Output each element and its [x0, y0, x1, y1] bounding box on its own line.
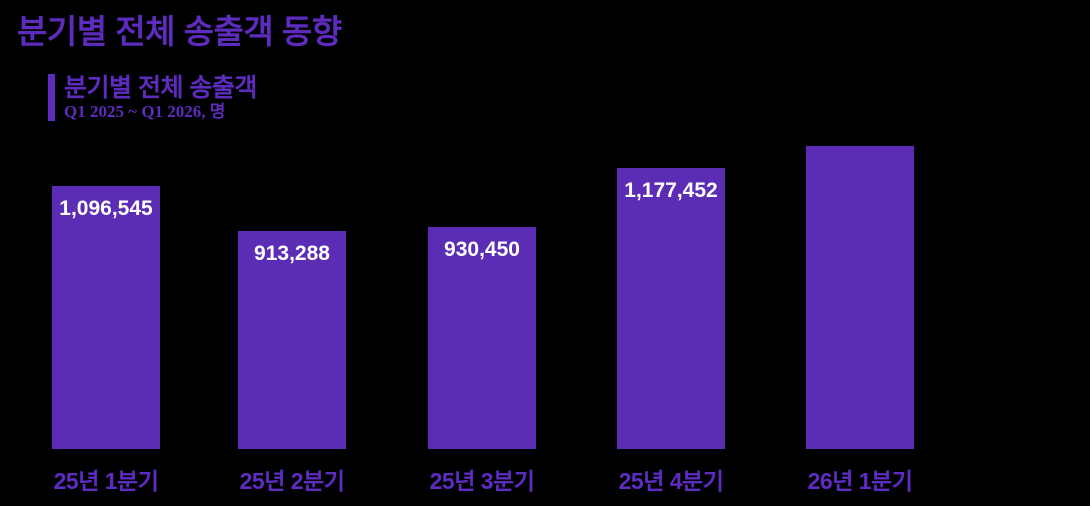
bar-25년 1분기: 1,096,545: [52, 186, 160, 449]
chart-titles: 분기별 전체 송출객 Q1 2025 ~ Q1 2026, 명: [64, 74, 257, 121]
bar-value-label: 930,450: [444, 238, 520, 261]
bar-26년 1분기: [806, 146, 914, 449]
bar-25년 2분기: 913,288: [238, 231, 346, 449]
chart-title: 분기별 전체 송출객: [64, 74, 257, 102]
accent-bar: [48, 74, 55, 121]
x-axis-label-25년 2분기: 25년 2분기: [239, 468, 345, 494]
x-axis-label-25년 1분기: 25년 1분기: [53, 468, 159, 494]
chart-caption: Q1 2025 ~ Q1 2026, 명: [64, 102, 226, 121]
bar-value-label: 1,177,452: [624, 179, 718, 202]
chart-header: 분기별 전체 송출객 Q1 2025 ~ Q1 2026, 명: [48, 74, 257, 121]
x-axis-label-25년 3분기: 25년 3분기: [429, 468, 535, 494]
bar-value-label: 1,096,545: [59, 197, 153, 220]
bar-25년 4분기: 1,177,452: [617, 168, 725, 449]
page-title: 분기별 전체 송출객 동향: [17, 13, 342, 50]
bar-25년 3분기: 930,450: [428, 227, 536, 449]
bar-value-label: 913,288: [254, 242, 330, 265]
x-axis-label-25년 4분기: 25년 4분기: [618, 468, 724, 494]
x-axis-label-26년 1분기: 26년 1분기: [807, 468, 913, 494]
